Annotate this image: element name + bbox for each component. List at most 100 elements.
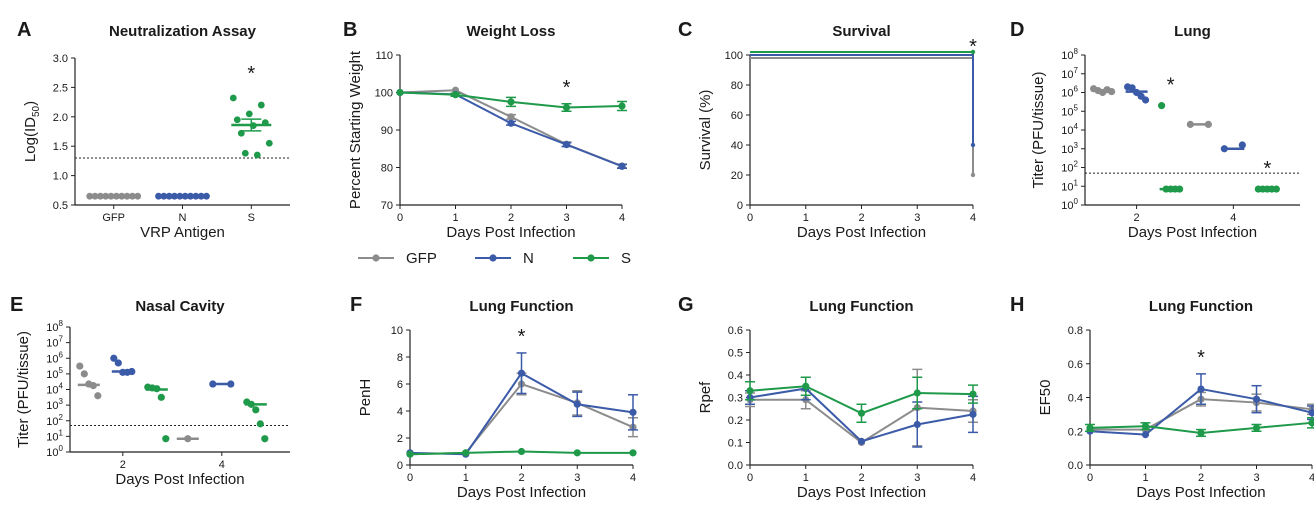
panel-b-xtick-label: 2 bbox=[508, 212, 514, 224]
panel-c-significance-star: * bbox=[969, 36, 977, 58]
panel-b-point-s bbox=[562, 103, 571, 112]
panel-f-xtick-label: 2 bbox=[518, 472, 524, 484]
panel-a-point-gfp bbox=[107, 192, 115, 200]
panel-h-title: Lung Function bbox=[1149, 298, 1253, 315]
panel-c-ylabel: Survival (%) bbox=[697, 90, 714, 171]
panel-a-point-n bbox=[155, 192, 162, 200]
panel-d-point-s bbox=[1158, 102, 1166, 110]
panel-h-point-s bbox=[1252, 424, 1261, 432]
panel-a-point-gfp bbox=[86, 192, 94, 200]
panel-g-ytick-label: 0.5 bbox=[728, 348, 743, 360]
panel-d-title: Lung bbox=[1174, 23, 1211, 40]
panel-a-xtick-label: GFP bbox=[102, 212, 125, 224]
panel-f-point-s bbox=[462, 449, 470, 457]
panel-c-endpoint-gfp bbox=[970, 172, 976, 178]
legend-marker-n bbox=[489, 254, 497, 262]
panel-f-point-s bbox=[406, 450, 414, 458]
panel-d-ytick-label: 101 bbox=[1061, 178, 1078, 193]
panel-g-point-s bbox=[857, 409, 866, 417]
panel-c-endpoint-s bbox=[970, 49, 976, 55]
panel-a-ytick-label: 2.0 bbox=[53, 112, 68, 124]
panel-e-xtick-label: 4 bbox=[219, 459, 225, 471]
panel-c-xtick-label: 2 bbox=[858, 212, 864, 224]
panel-f-ytick-label: 2 bbox=[397, 433, 403, 445]
panel-e-point-s bbox=[261, 435, 269, 443]
panel-a-point-gfp bbox=[123, 192, 131, 200]
panel-f-ytick-label: 10 bbox=[391, 325, 403, 337]
panel-g-xtick-label: 0 bbox=[747, 472, 753, 484]
panel-f-xtick-label: 3 bbox=[574, 472, 580, 484]
panel-d-point-s bbox=[1272, 185, 1280, 193]
panel-e-letter: E bbox=[10, 294, 23, 316]
panel-h-letter: H bbox=[1010, 294, 1024, 316]
panel-a-point-n bbox=[181, 192, 189, 200]
panel-e-point-s bbox=[252, 406, 260, 414]
panel-h-point-n bbox=[1197, 385, 1205, 393]
ytick-exponent: 3 bbox=[1074, 141, 1079, 150]
panel-h-ytick-label: 0.2 bbox=[1068, 426, 1083, 438]
ytick-exponent: 7 bbox=[1074, 66, 1079, 75]
panel-e-point-gfp bbox=[76, 362, 84, 370]
panel-g-ytick-label: 0.6 bbox=[728, 325, 743, 337]
panel-c-ytick-label: 100 bbox=[725, 50, 743, 62]
panel-c-xlabel: Days Post Infection bbox=[797, 224, 926, 241]
panel-a-point-gfp bbox=[112, 192, 120, 200]
panel-f-point-s bbox=[573, 449, 581, 457]
panel-g-ytick-label: 0.3 bbox=[728, 393, 743, 405]
panel-g-ytick-label: 0.4 bbox=[728, 370, 743, 382]
ytick-exponent: 0 bbox=[1074, 197, 1079, 206]
panel-e-point-s bbox=[162, 435, 170, 443]
panel-a-point-s bbox=[233, 116, 241, 124]
panel-g-ylabel: Rpef bbox=[697, 381, 714, 414]
panel-f-point-s bbox=[517, 447, 526, 456]
panel-f-xtick-label: 4 bbox=[630, 472, 636, 484]
panel-h-point-n bbox=[1308, 409, 1314, 417]
panel-a-letter: A bbox=[17, 19, 31, 41]
panel-a-point-n bbox=[160, 192, 168, 200]
panel-a-point-gfp bbox=[128, 192, 136, 200]
panel-a-point-gfp bbox=[134, 192, 142, 200]
panel-d-point-n bbox=[1128, 84, 1136, 92]
panel-b-ytick-label: 110 bbox=[375, 50, 393, 62]
panel-a-ytick-label: 3.0 bbox=[53, 53, 68, 65]
panel-e-ytick-label: 104 bbox=[46, 382, 63, 397]
panel-e-ylabel: Titer (PFU/tissue) bbox=[15, 331, 32, 448]
panel-d-ylabel: Titer (PFU/tissue) bbox=[1030, 72, 1047, 189]
panel-h-point-s bbox=[1197, 429, 1205, 437]
panel-a-point-gfp bbox=[91, 192, 99, 200]
panel-a-ylabel: Log(ID50) bbox=[22, 101, 42, 162]
panel-d-ytick-label: 108 bbox=[1061, 47, 1078, 62]
panel-f-ytick-label: 4 bbox=[397, 406, 403, 418]
panel-a-ytick-label: 2.5 bbox=[53, 82, 68, 94]
legend-label-s: S bbox=[621, 250, 631, 267]
panel-e-xlabel: Days Post Infection bbox=[115, 471, 244, 488]
panel-c-xtick-label: 4 bbox=[970, 212, 976, 224]
ylabel-subscript: 50 bbox=[31, 105, 42, 117]
panel-a-point-s bbox=[265, 139, 273, 147]
panel-e-ytick-label: 103 bbox=[46, 397, 63, 412]
panel-h-ytick-label: 0.4 bbox=[1068, 393, 1083, 405]
ytick-exponent: 1 bbox=[1074, 178, 1079, 187]
panel-a-point-n bbox=[192, 192, 200, 200]
panel-g-point-n bbox=[857, 437, 866, 445]
panel-f-xtick-label: 0 bbox=[407, 472, 413, 484]
panel-d-point-s bbox=[1176, 185, 1184, 193]
legend-label-n: N bbox=[523, 250, 534, 267]
panel-f-point-n bbox=[573, 400, 581, 408]
panel-a-point-n bbox=[171, 192, 178, 200]
panel-e-point-gfp bbox=[80, 370, 88, 378]
panel-h-point-s bbox=[1086, 424, 1094, 432]
panel-a-ytick-label: 0.5 bbox=[53, 200, 68, 212]
panel-f-xtick-label: 1 bbox=[463, 472, 469, 484]
ytick-exponent: 6 bbox=[1074, 85, 1079, 94]
panel-e-point-n bbox=[227, 380, 235, 388]
panel-a-significance-star: * bbox=[247, 63, 255, 85]
panel-h-point-n bbox=[1141, 431, 1150, 439]
panel-g-point-s bbox=[746, 387, 754, 395]
panel-d-point-n bbox=[1142, 96, 1150, 104]
panel-d-significance-star: * bbox=[1167, 75, 1175, 97]
panel-f-title: Lung Function bbox=[469, 298, 573, 315]
panel-a-ytick-label: 1.0 bbox=[53, 171, 68, 183]
panel-c-letter: C bbox=[678, 19, 692, 41]
